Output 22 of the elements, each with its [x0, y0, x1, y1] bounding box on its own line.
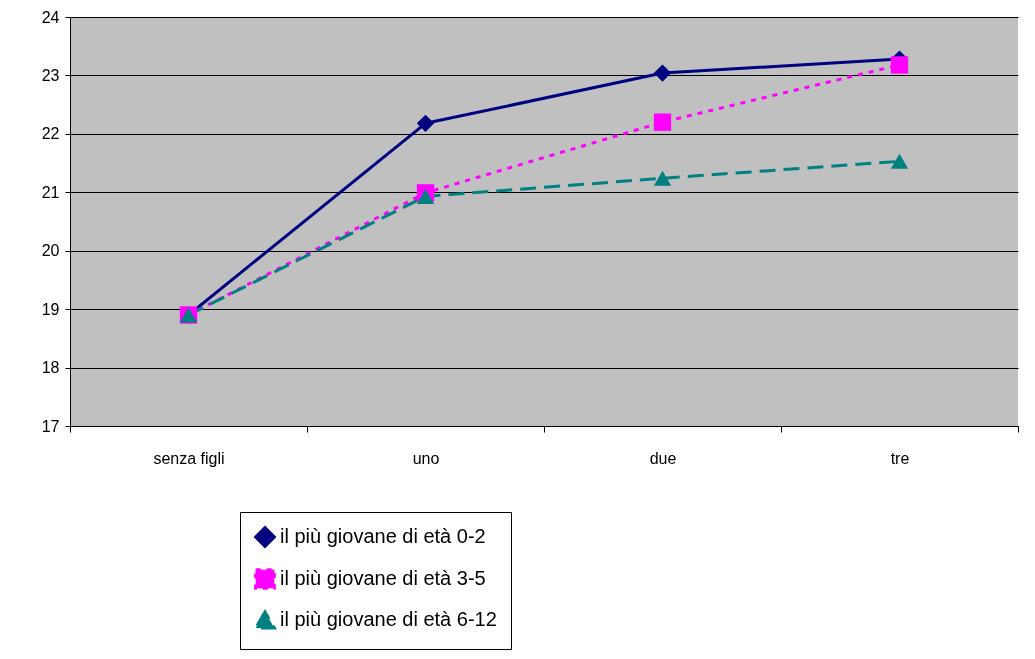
y-tick-label: 19	[41, 300, 60, 318]
point	[890, 56, 909, 74]
x-tick-label: due	[649, 449, 677, 467]
y-tick-label: 23	[41, 66, 60, 84]
point	[653, 64, 672, 82]
y-tick-label: 21	[41, 183, 60, 201]
y-tick-label: 24	[41, 8, 60, 26]
point	[416, 114, 435, 132]
point	[653, 113, 672, 131]
y-tick-label: 17	[41, 417, 60, 435]
legend-label: il più giovane di età 0-2	[280, 525, 486, 547]
legend-label: il più giovane di età 6-12	[280, 608, 497, 630]
point	[890, 153, 909, 169]
y-tick-label: 22	[41, 125, 60, 143]
point	[416, 188, 435, 204]
x-tick-label: senza figli	[153, 449, 225, 467]
x-tick-label: uno	[412, 449, 440, 467]
y-tick-label: 20	[41, 242, 60, 260]
legend-label: il più giovane di età 3-5	[280, 567, 486, 589]
x-tick-label: tre	[890, 449, 910, 467]
point	[653, 170, 672, 186]
y-tick-label: 18	[41, 359, 60, 377]
